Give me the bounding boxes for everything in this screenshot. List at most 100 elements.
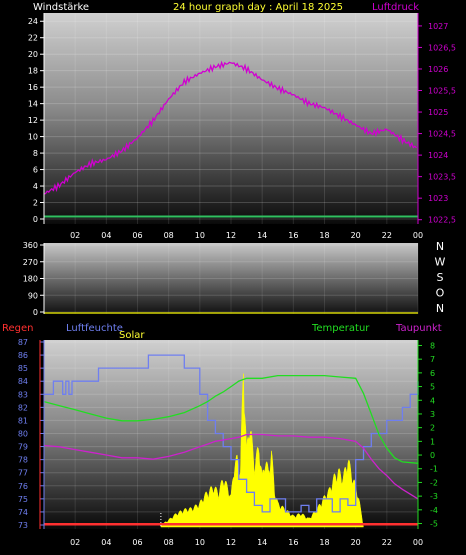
x-tick-label: 20 xyxy=(351,231,361,240)
x-tick-label: 12 xyxy=(226,231,236,240)
wind-tick-label: 14 xyxy=(28,100,38,109)
x-tick-label: 06 xyxy=(132,538,142,547)
humidity-tick-label: 75 xyxy=(18,495,28,504)
direction-letter: W xyxy=(435,256,446,269)
solar-area xyxy=(160,373,364,528)
direction-tick-label: 270 xyxy=(23,258,38,267)
taupunkt-label: Taupunkt xyxy=(395,323,442,334)
temperature-tick-label: 8 xyxy=(430,341,435,350)
humidity-tick-label: 80 xyxy=(18,430,28,439)
humidity-tick-label: 74 xyxy=(18,508,28,517)
regen-label: Regen xyxy=(2,323,34,334)
pressure-tick-label: 1024,5 xyxy=(428,130,456,139)
x-tick-label: 08 xyxy=(164,538,174,547)
direction-letter: S xyxy=(437,271,444,284)
humidity-tick-label: 87 xyxy=(18,338,28,347)
direction-panel xyxy=(44,243,418,314)
temperature-series-line xyxy=(43,374,419,464)
x-tick-label: 16 xyxy=(288,231,298,240)
wind-tick-label: 18 xyxy=(28,67,38,76)
x-tick-label: 22 xyxy=(382,231,392,240)
wind-tick-label: 10 xyxy=(28,133,38,142)
x-tick-label: 20 xyxy=(351,538,361,547)
humidity-tick-label: 79 xyxy=(18,443,28,452)
dewpoint-series-line xyxy=(43,433,419,500)
wind-tick-label: 20 xyxy=(28,50,38,59)
pressure-tick-label: 1025,5 xyxy=(428,87,456,96)
x-tick-label: 00 xyxy=(413,538,423,547)
pressure-tick-label: 1023,5 xyxy=(428,173,456,182)
humidity-tick-label: 84 xyxy=(18,377,28,386)
wind-tick-label: 6 xyxy=(33,166,38,175)
x-tick-label: 00 xyxy=(413,231,423,240)
x-tick-label: 04 xyxy=(101,538,111,547)
chart-title: 24 hour graph day : April 18 2025 xyxy=(173,2,343,13)
pressure-tick-label: 1025 xyxy=(428,108,448,117)
x-tick-label: 06 xyxy=(132,231,142,240)
x-tick-label: 04 xyxy=(101,231,111,240)
pressure-tick-label: 1024 xyxy=(428,151,448,160)
solar-label: Solar xyxy=(119,330,145,341)
direction-letter: N xyxy=(436,240,444,253)
x-tick-label: 10 xyxy=(195,538,205,547)
x-tick-label: 12 xyxy=(226,538,236,547)
direction-tick-label: 0 xyxy=(33,308,38,317)
wind-tick-label: 2 xyxy=(33,199,38,208)
temperature-tick-label: -3 xyxy=(430,492,438,501)
humidity-series-line xyxy=(44,354,419,513)
pressure-tick-label: 1027 xyxy=(428,22,448,31)
wind-tick-label: 24 xyxy=(28,17,38,26)
temperatur-label: Temperatur xyxy=(311,323,370,334)
x-tick-label: 22 xyxy=(382,538,392,547)
pressure-tick-label: 1022,5 xyxy=(428,216,456,225)
pressure-tick-label: 1026 xyxy=(428,65,448,74)
wind-tick-label: 4 xyxy=(33,182,38,191)
temperature-tick-label: -1 xyxy=(430,465,438,474)
x-tick-label: 18 xyxy=(319,538,329,547)
luftfeuchte-label: Luftfeuchte xyxy=(66,323,123,334)
pressure-tick-label: 1026,5 xyxy=(428,43,456,52)
direction-tick-label: 90 xyxy=(28,291,38,300)
x-tick-label: 18 xyxy=(319,231,329,240)
temperature-tick-label: -5 xyxy=(430,520,438,529)
wind-header-label: Windstärke xyxy=(33,2,89,13)
pressure-header-label: Luftdruck xyxy=(372,2,419,13)
temperature-tick-label: 1 xyxy=(430,437,435,446)
temperature-tick-label: 6 xyxy=(430,369,435,378)
temperature-tick-label: 5 xyxy=(430,383,435,392)
temperature-tick-label: 4 xyxy=(430,396,435,405)
humidity-tick-label: 73 xyxy=(18,521,28,530)
direction-letter: O xyxy=(436,287,445,300)
temperature-tick-label: -2 xyxy=(430,478,438,487)
direction-tick-label: 360 xyxy=(23,241,38,250)
humidity-tick-label: 82 xyxy=(18,403,28,412)
wind-tick-label: 16 xyxy=(28,83,38,92)
humidity-tick-label: 78 xyxy=(18,456,28,465)
temperature-tick-label: 7 xyxy=(430,355,435,364)
x-tick-label: 10 xyxy=(195,231,205,240)
wind-tick-label: 22 xyxy=(28,34,38,43)
humidity-tick-label: 83 xyxy=(18,390,28,399)
humidity-tick-label: 85 xyxy=(18,364,28,373)
humidity-tick-label: 76 xyxy=(18,482,28,491)
wind-tick-label: 12 xyxy=(28,116,38,125)
x-tick-label: 08 xyxy=(164,231,174,240)
temperature-tick-label: -4 xyxy=(430,506,438,515)
temperature-tick-label: 3 xyxy=(430,410,435,419)
direction-letter: N xyxy=(436,302,444,315)
x-tick-label: 14 xyxy=(257,538,267,547)
temperature-tick-label: 2 xyxy=(430,424,435,433)
temperature-tick-label: 0 xyxy=(430,451,435,460)
x-tick-label: 14 xyxy=(257,231,267,240)
x-tick-label: 02 xyxy=(70,231,80,240)
top-panel xyxy=(44,13,418,224)
pressure-tick-label: 1023 xyxy=(428,194,448,203)
wind-tick-label: 0 xyxy=(33,215,38,224)
humidity-tick-label: 86 xyxy=(18,351,28,360)
x-tick-label: 16 xyxy=(288,538,298,547)
direction-tick-label: 180 xyxy=(23,275,38,284)
pressure-series-line xyxy=(43,60,417,195)
humidity-tick-label: 77 xyxy=(18,469,28,478)
humidity-tick-label: 81 xyxy=(18,416,28,425)
